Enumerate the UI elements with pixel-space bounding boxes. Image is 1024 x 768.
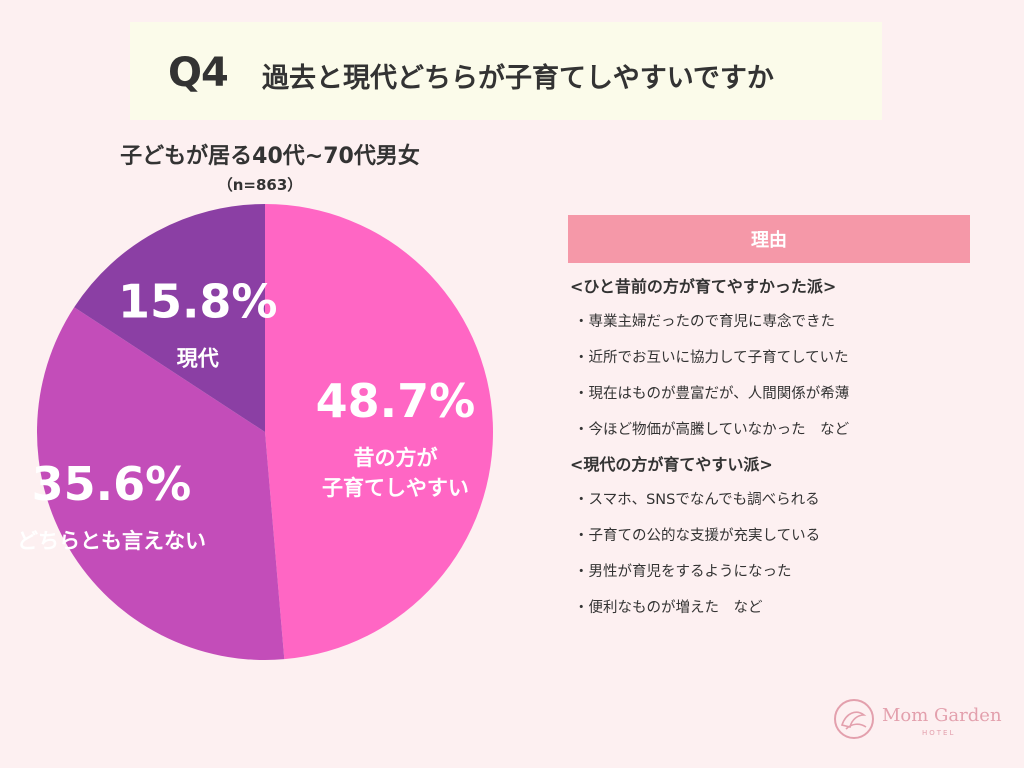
reason-group-title: <ひと昔前の方が育てやすかった派> (570, 277, 837, 296)
question-number: Q4 (168, 50, 229, 96)
pie-slice (37, 307, 285, 660)
reason-group-past: <ひと昔前の方が育てやすかった派> ・専業主婦だったので育児に専念できた ・近所… (570, 270, 990, 448)
reason-item: ・近所でお互いに協力して子育てしていた (574, 350, 849, 366)
slice-category-label: 昔の方が (353, 446, 437, 470)
brand-name: Mom Garden (882, 705, 1002, 726)
slice-category-label: 子育てしやすい (322, 476, 469, 500)
pie-slice (74, 204, 265, 432)
reason-item: ・今ほど物価が高騰していなかった など (574, 422, 850, 438)
question-text: 過去と現代どちらが子育てしやすいですか (262, 63, 774, 94)
chart-title: 子どもが居る40代~70代男女 (120, 144, 420, 169)
slice-percent-label: 15.8% (118, 275, 278, 329)
slice-percent-label: 48.7% (316, 374, 476, 428)
slice-category-label: 現代 (177, 347, 219, 371)
reason-item: ・専業主婦だったので育児に専念できた (574, 314, 835, 330)
chart-sample-size: （n=863） (217, 176, 303, 194)
reasons-header: 理由 (568, 215, 970, 263)
reason-item: ・現在はものが豊富だが、人間関係が希薄 (574, 386, 850, 402)
reason-item: ・スマホ、SNSでなんでも調べられる (574, 492, 820, 508)
reason-group-modern: <現代の方が育てやすい派> ・スマホ、SNSでなんでも調べられる ・子育ての公的… (570, 448, 990, 626)
reason-item: ・男性が育児をするようになった (574, 564, 792, 580)
slice-category-label: どちらとも言えない (17, 529, 206, 553)
reasons-list: <ひと昔前の方が育てやすかった派> ・専業主婦だったので育児に専念できた ・近所… (570, 270, 990, 626)
question-banner (130, 22, 882, 120)
brand-logo: Mom Garden HOTEL (832, 697, 1002, 747)
pie-slice (265, 204, 493, 660)
reason-group-title: <現代の方が育てやすい派> (570, 455, 773, 474)
slice-percent-label: 35.6% (32, 457, 192, 511)
flower-logo-icon (834, 699, 874, 739)
reason-item: ・便利なものが増えた など (574, 600, 763, 616)
brand-sub: HOTEL (922, 729, 956, 737)
reason-item: ・子育ての公的な支援が充実している (574, 528, 821, 544)
